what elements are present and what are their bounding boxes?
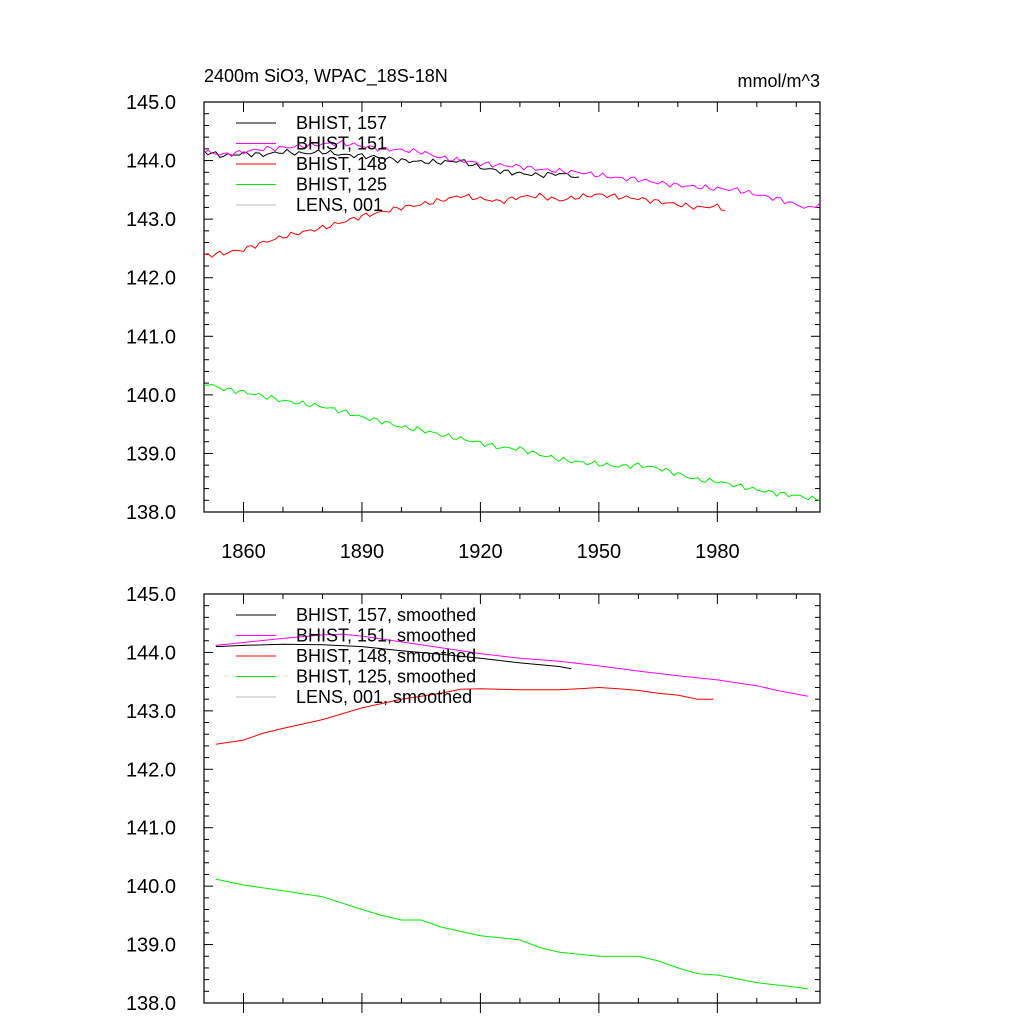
x-tick-label: 1860	[221, 541, 266, 563]
y-tick-label: 145.0	[126, 92, 176, 114]
legend-label-2: BHIST, 151, smoothed	[296, 626, 476, 646]
series-line-2	[203, 139, 821, 209]
y-tick-label: 144.0	[126, 151, 176, 173]
legend-label-1: BHIST, 157	[296, 113, 387, 133]
y-tick-label: 140.0	[126, 385, 176, 407]
chart-title: 2400m SiO3, WPAC_18S-18N	[204, 66, 448, 87]
y-tick-label: 139.0	[126, 935, 176, 957]
legend-label-5: LENS, 001	[296, 195, 383, 215]
legend-label-4: BHIST, 125	[296, 175, 387, 195]
y-tick-label: 139.0	[126, 443, 176, 465]
y-tick-label: 143.0	[126, 209, 176, 231]
series-line-1	[203, 148, 580, 179]
panels: 145.0 144.0 143.0 142.0 141.0 140.0 139.0 138.0…	[126, 92, 821, 1015]
y-tick-label: 142.0	[126, 759, 176, 781]
y-tick-label: 141.0	[126, 818, 176, 840]
series-line-4	[215, 878, 809, 990]
y-tick-label: 143.0	[126, 701, 176, 723]
y-tick-label: 140.0	[126, 876, 176, 898]
x-tick-label: 1920	[458, 541, 503, 563]
x-tick-label: 1890	[340, 541, 385, 563]
panel-2: 145.0 144.0 143.0 142.0 141.0 140.0 139.0 138.0…	[126, 584, 821, 1015]
x-tick-label: 1980	[695, 541, 740, 563]
y-tick-label: 141.0	[126, 326, 176, 348]
legend-label-2: BHIST, 151	[296, 134, 387, 154]
series-line-3	[203, 192, 726, 258]
plot-frame	[203, 101, 821, 513]
plot-frame	[203, 593, 821, 1004]
y-tick-label: 142.0	[126, 268, 176, 290]
legend-label-1: BHIST, 157, smoothed	[296, 605, 476, 625]
y-tick-label: 138.0	[126, 993, 176, 1015]
panel-1: 145.0 144.0 143.0 142.0 141.0 140.0 139.0 138.0…	[126, 92, 821, 563]
y-tick-label: 138.0	[126, 502, 176, 524]
units-label: mmol/m^3	[738, 71, 820, 91]
series-line-2	[215, 633, 809, 697]
legend-label-3: BHIST, 148, smoothed	[296, 646, 476, 666]
series-line-4	[203, 383, 821, 501]
series-line-3	[215, 686, 714, 745]
y-tick-label: 145.0	[126, 584, 176, 606]
x-tick-label: 1950	[577, 541, 622, 563]
legend-label-5: LENS, 001, smoothed	[296, 687, 472, 707]
series-line-1	[215, 643, 572, 670]
legend-label-4: BHIST, 125, smoothed	[296, 667, 476, 687]
y-tick-label: 144.0	[126, 642, 176, 664]
legend-label-3: BHIST, 148	[296, 154, 387, 174]
